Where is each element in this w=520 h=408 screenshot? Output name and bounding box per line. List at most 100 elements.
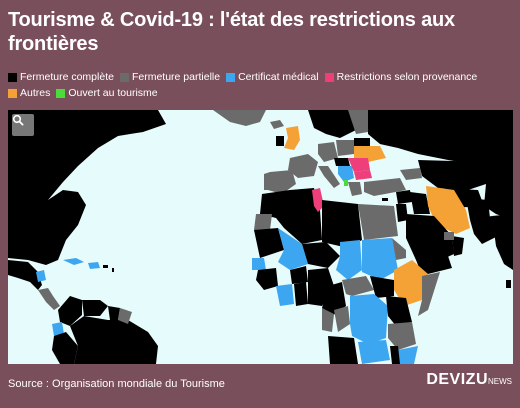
region-afghanistan [466,198,490,220]
region-iraq [410,192,430,214]
map-search-button[interactable] [12,114,34,136]
brand-name: DEVIZU [426,371,488,388]
region-albania [344,180,348,186]
legend-swatch-open [56,88,66,98]
region-israel-jordan [396,204,408,222]
region-peru [52,332,78,364]
region-far-east [484,160,513,220]
region-sudan [362,238,398,280]
region-greece [348,182,362,196]
legend-item-partial[interactable]: Fermeture partielle [119,70,221,84]
region-eritrea [392,238,406,260]
region-belarus [354,138,370,146]
region-ecuador [52,322,64,336]
region-gabon [322,308,334,332]
region-usa [8,190,86,265]
region-western-sahara [254,214,272,230]
region-north-america [8,110,166,255]
region-france [288,154,318,178]
region-egypt [358,204,398,240]
legend-item-medical[interactable]: Certificat médical [226,70,319,84]
region-angola [328,336,358,364]
region-sri-lanka [506,280,511,288]
region-yemen [416,256,452,274]
region-guinea [256,268,278,290]
region-central-america [38,288,60,310]
region-oman [452,236,464,256]
legend-item-open[interactable]: Ouvert au tourisme [56,86,158,100]
region-burkina [290,266,308,284]
chart-title: Tourisme & Covid-19 : l'état des restric… [8,9,455,55]
region-ireland [276,136,284,146]
legend-label: Restrictions selon provenance [336,71,478,83]
map-svg [8,110,513,364]
region-mauritania [254,228,284,258]
region-puerto-rico [103,265,108,268]
region-greenland [213,110,266,126]
region-drc [350,294,388,344]
region-india [492,214,513,270]
region-kazakhstan [418,160,498,190]
source-note: Source : Organisation mondiale du Touris… [8,378,225,390]
region-venezuela [82,300,108,316]
region-spain [268,170,296,194]
legend-swatch-provenance [324,72,334,82]
region-libya [322,200,362,248]
region-suriname [118,308,132,324]
legend-label: Certificat médical [238,71,319,83]
region-germany [318,142,338,162]
region-portugal [264,172,270,190]
region-ivory-coast [276,284,294,306]
region-tunisia [312,188,324,212]
region-ethiopia [394,260,428,306]
legend-swatch-medical [226,72,236,82]
region-russia [368,110,513,170]
legend-item-provenance[interactable]: Restrictions selon provenance [324,70,478,84]
search-icon [12,114,24,126]
brand-logo[interactable]: DEVIZUNEWS [426,372,512,390]
legend-item-other[interactable]: Autres [8,86,50,100]
region-uganda-kenya [386,296,412,326]
region-cameroon [322,282,346,316]
region-senegal [252,258,266,270]
legend-item-complete[interactable]: Fermeture complète [8,70,114,84]
region-mozambique [396,346,418,364]
region-ghana-togo [294,282,308,306]
region-brazil [70,316,158,364]
region-niger [302,242,340,268]
region-hispaniola [88,262,100,269]
region-colombia [58,296,82,326]
legend-label: Ouvert au tourisme [68,87,158,99]
region-zambia [358,340,390,364]
legend: Fermeture complète Fermeture partielle C… [8,70,513,100]
region-lesser-antilles [112,268,114,272]
region-guyana [108,306,120,320]
region-turkey [364,178,406,196]
region-south-sudan [370,276,394,298]
legend-swatch-other [8,88,17,98]
region-syria [396,190,412,204]
region-caucasus [400,168,422,180]
legend-swatch-complete [8,72,17,82]
legend-swatch-partial [119,72,129,82]
world-map[interactable] [8,110,513,364]
region-somalia [418,272,440,316]
region-iceland [270,120,284,129]
region-mali [278,228,308,270]
region-finland [348,110,370,134]
region-malawi [390,346,400,364]
region-tanzania [388,322,416,350]
region-congo [334,306,350,332]
region-uk [284,126,300,150]
region-cuba [63,258,84,265]
region-guatemala [36,270,46,282]
region-balkans [338,166,354,182]
region-scandinavia [308,110,358,138]
region-uae [444,232,454,240]
legend-label: Fermeture partielle [131,71,221,83]
region-italy [318,166,340,188]
region-romania [348,158,370,172]
region-bulgaria [354,170,372,180]
region-mexico [8,260,42,290]
region-cyprus [382,198,388,201]
